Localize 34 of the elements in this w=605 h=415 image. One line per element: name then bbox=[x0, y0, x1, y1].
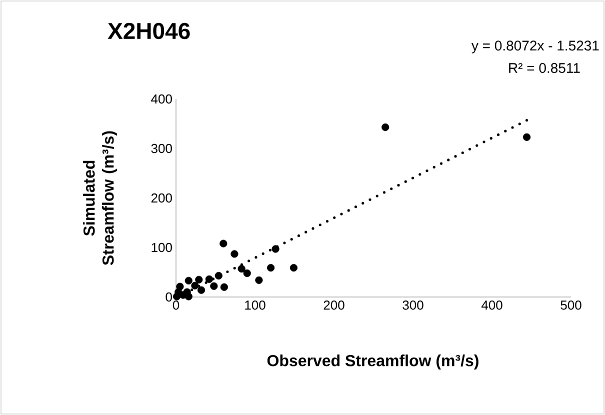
y-tick-label: 100 bbox=[152, 242, 172, 252]
point bbox=[191, 282, 199, 290]
x-tick-label: 0 bbox=[172, 300, 180, 310]
point bbox=[210, 282, 218, 290]
point bbox=[214, 272, 222, 280]
point bbox=[267, 264, 275, 272]
x-tick-label: 100 bbox=[245, 300, 266, 310]
point bbox=[184, 276, 192, 284]
point bbox=[522, 133, 531, 141]
x-axis-title: Observed Streamflow (m³/s) bbox=[267, 354, 478, 370]
point bbox=[290, 264, 298, 272]
point bbox=[220, 283, 228, 291]
y-tick-label: 0 bbox=[166, 292, 172, 302]
x-tick-label: 300 bbox=[402, 300, 424, 310]
point bbox=[205, 275, 213, 283]
point bbox=[255, 276, 263, 284]
x-tick-label: 400 bbox=[481, 300, 502, 310]
y-tick-label: 300 bbox=[151, 144, 172, 154]
point bbox=[243, 269, 251, 278]
x-tick-label: 200 bbox=[324, 300, 344, 310]
point bbox=[195, 276, 203, 284]
point bbox=[382, 123, 390, 132]
text: R² = 0.8511 bbox=[509, 63, 580, 73]
x-tick-label: 500 bbox=[560, 300, 582, 310]
point bbox=[272, 245, 280, 253]
point bbox=[197, 286, 206, 294]
y-axis-title: Simulated Streamflow (m³/s) bbox=[83, 131, 117, 266]
y-tick-label: 400 bbox=[151, 94, 172, 104]
point bbox=[230, 250, 238, 258]
point bbox=[238, 264, 246, 273]
chart-title: X2H046 bbox=[108, 22, 190, 40]
text: y = 0.8072x - 1.5231 bbox=[471, 40, 599, 54]
y-tick-label: 200 bbox=[151, 193, 172, 203]
point bbox=[220, 240, 228, 248]
